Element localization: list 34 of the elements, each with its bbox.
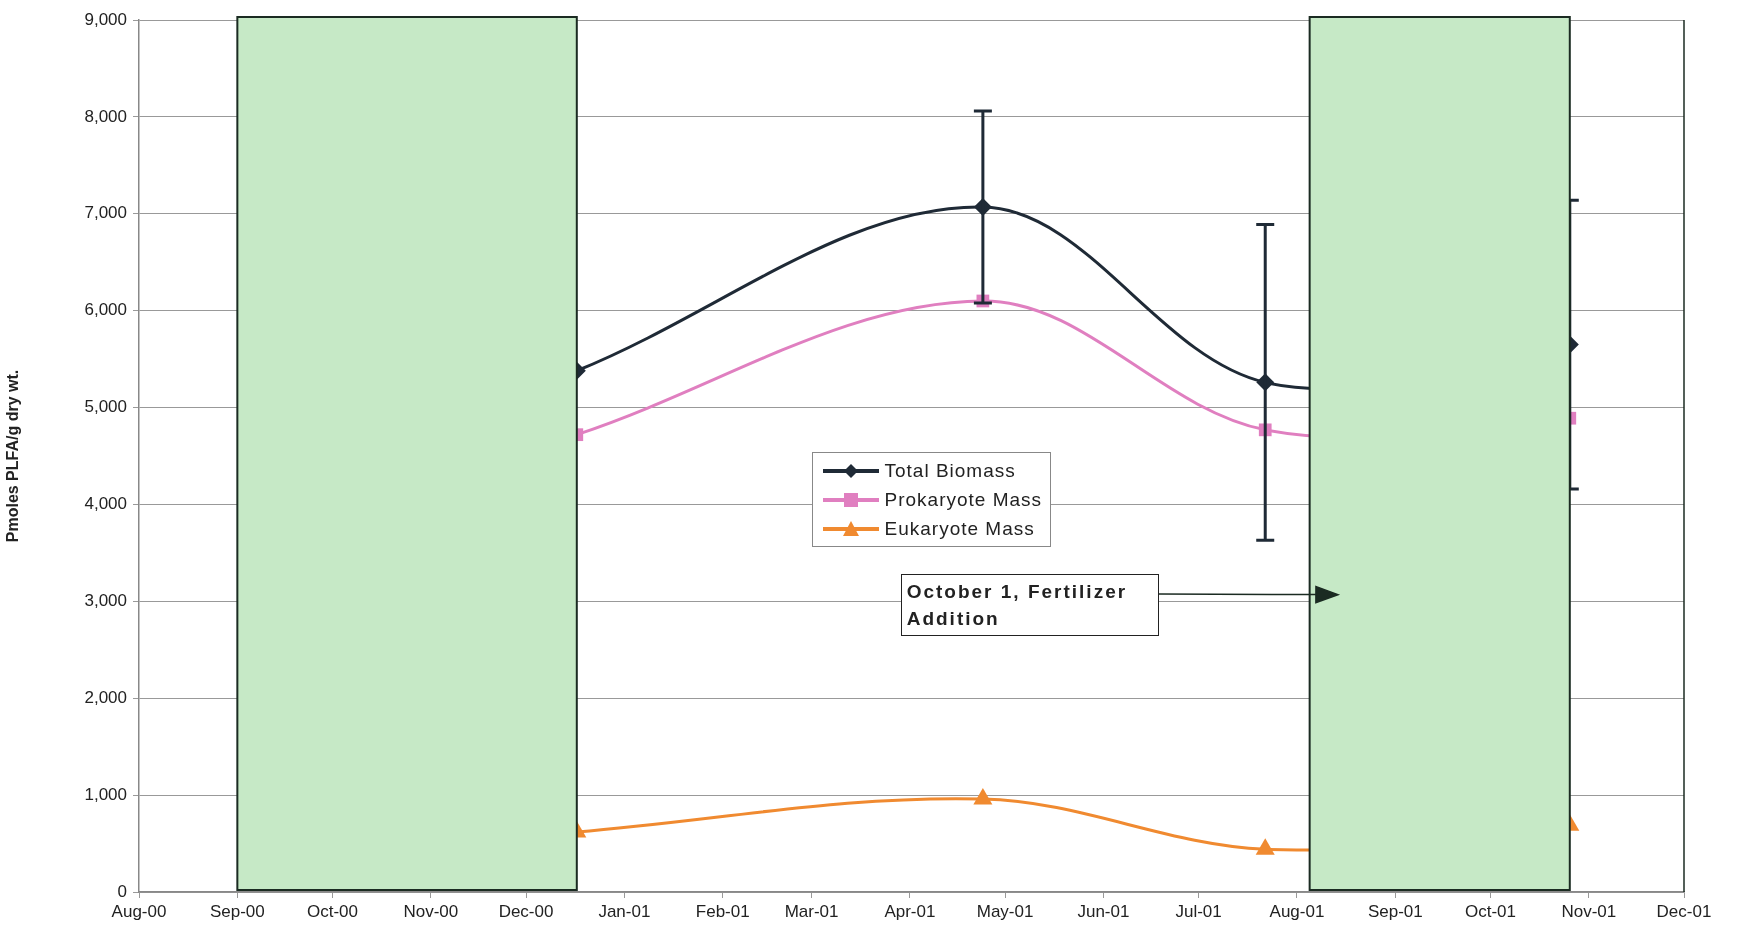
point [1255, 838, 1275, 855]
legend-label: Total Biomass [884, 459, 1016, 482]
x-tick-label: Mar-01 [784, 901, 839, 921]
y-tick-label: 0 [117, 881, 127, 901]
x-tick-label: Dec-00 [498, 901, 554, 921]
x-tick-label: May-01 [976, 901, 1034, 921]
x-tick-label: Jul-01 [1175, 901, 1222, 921]
x-tick-label: Sep-00 [209, 901, 265, 921]
y-tick-label: 6,000 [84, 300, 127, 320]
y-tick-label: 5,000 [84, 397, 127, 417]
x-tick-label: Oct-01 [1464, 901, 1516, 921]
y-tick-label: 3,000 [84, 591, 127, 611]
x-tick-label: Jun-01 [1077, 901, 1130, 921]
y-tick-label: 2,000 [84, 687, 127, 707]
y-tick-label: 1,000 [84, 784, 127, 804]
y-axis-title: Pmoles PLFA/g dry wt. [4, 369, 22, 543]
legend-label: Eukaryote Mass [884, 517, 1035, 540]
x-tick-label: Oct-00 [307, 901, 359, 921]
y-tick-label: 4,000 [84, 494, 127, 514]
x-tick-label: Aug-00 [111, 901, 167, 921]
legend-label: Prokaryote Mass [884, 488, 1043, 511]
x-tick-label: Sep-01 [1367, 901, 1423, 921]
x-tick-label: Feb-01 [695, 901, 750, 921]
point [973, 787, 993, 805]
x-tick-label: Jan-01 [598, 901, 651, 921]
x-tick-label: Aug-01 [1269, 901, 1325, 921]
y-tick-label: 7,000 [84, 203, 127, 223]
y-tick-label: 9,000 [84, 9, 127, 29]
y-tick-label: 8,000 [84, 106, 127, 126]
annotation: October 1, Fertilizer Addition [900, 573, 1159, 636]
x-tick-label: Dec-01 [1656, 901, 1712, 921]
x-tick-label: Apr-01 [884, 901, 936, 921]
x-tick-label: Nov-00 [403, 901, 459, 921]
x-tick-label: Nov-01 [1561, 901, 1617, 921]
